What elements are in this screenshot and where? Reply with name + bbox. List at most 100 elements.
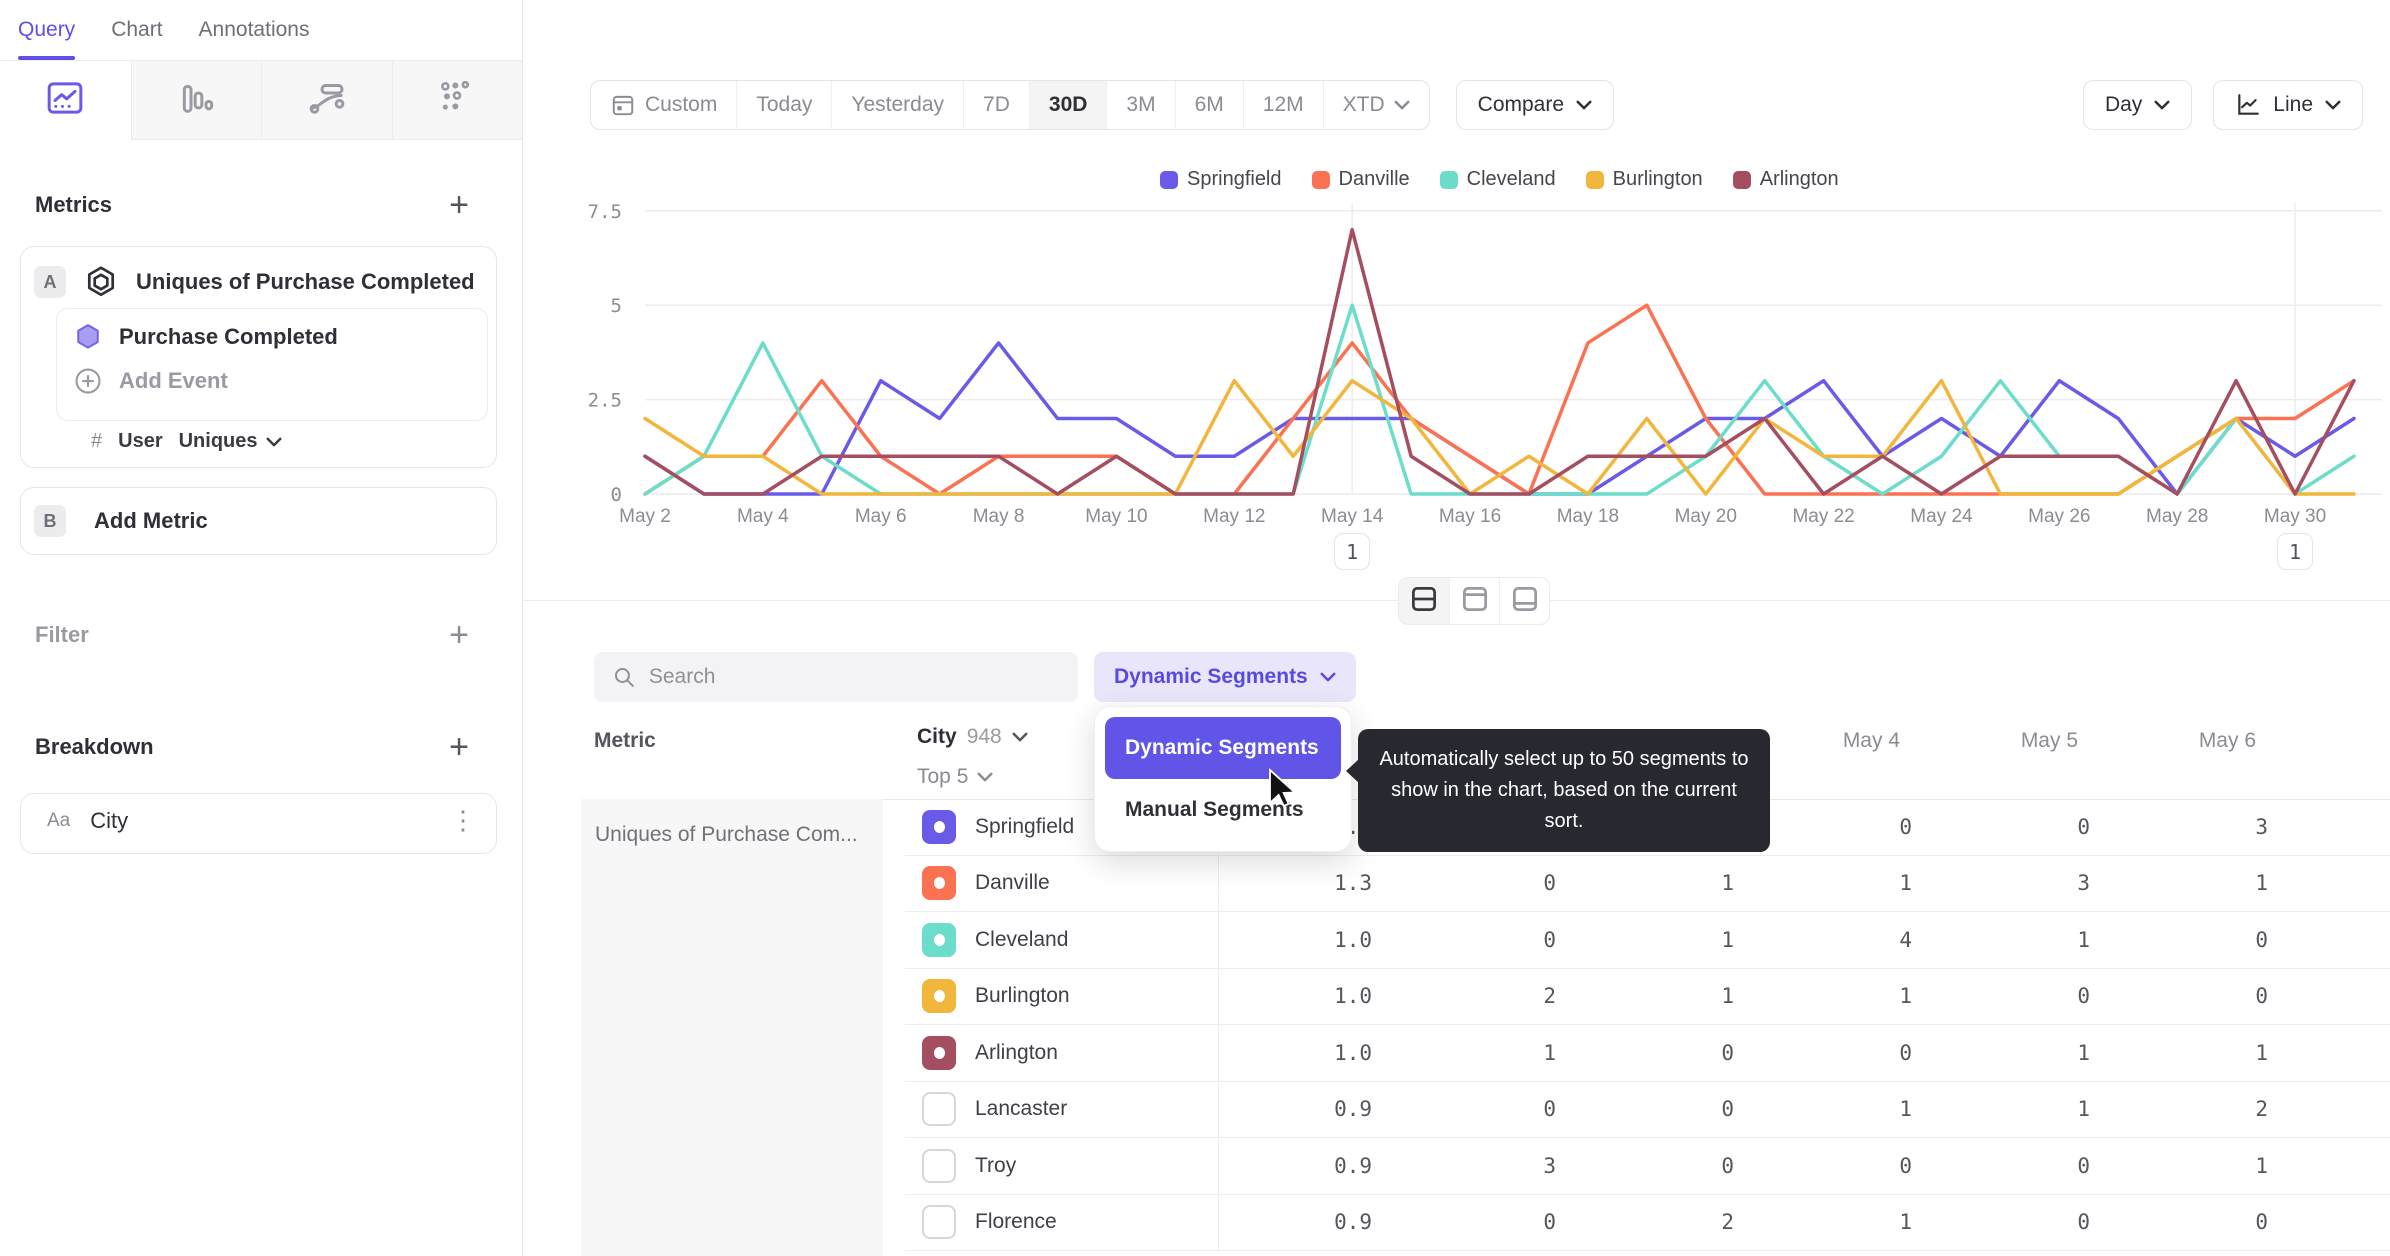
tab-chart[interactable]: Chart [111,18,163,41]
segment-checkbox-checked[interactable] [922,866,956,901]
segment-day-value: 3 [2077,871,2090,896]
segments-table-body: Springfield1.510003Danville1.301131Cleve… [905,799,2390,1251]
segment-day-value: 0 [2255,927,2268,952]
series-line-arlington[interactable] [643,227,2356,496]
measure-agg-dropdown[interactable]: Uniques [179,430,282,453]
segment-city-label: Springfield [975,814,1075,838]
range-12m[interactable]: 12M [1242,81,1323,129]
svg-text:May 16: May 16 [1439,506,1501,527]
segment-search[interactable] [594,652,1078,702]
chevron-down-icon [1576,100,1592,110]
chevron-down-icon [2325,100,2341,110]
tab-annotations[interactable]: Annotations [198,18,310,41]
chart-type-tab-line-chart[interactable] [0,61,131,140]
range-7d[interactable]: 7D [963,81,1029,129]
compare-label: Compare [1477,93,1565,116]
measure-agg-label: Uniques [178,430,258,452]
flow-icon [307,78,347,123]
segment-day-value: 0 [2077,984,2090,1009]
range-xtd[interactable]: XTD [1322,81,1429,129]
segment-avg-value: 1.0 [1218,1025,1390,1081]
add-event-row[interactable]: Add Event [57,353,487,396]
segment-day-value: 0 [1899,1040,1912,1065]
add-filter-plus-button[interactable]: + [449,616,469,654]
segment-mode-dropdown-button[interactable]: Dynamic Segments [1094,652,1356,702]
range-3m[interactable]: 3M [1106,81,1174,129]
segment-city-label: Danville [975,871,1050,895]
range-custom[interactable]: Custom [591,81,736,129]
chart-type-tab-flow[interactable] [261,61,392,140]
metrics-section-header: Metrics + [0,188,522,222]
breakdown-city-card[interactable]: Aa City ⋮ [20,793,497,854]
segment-checkbox-checked[interactable] [922,809,956,844]
segment-day-value: 0 [2255,1210,2268,1235]
segment-checkbox-unchecked[interactable] [922,1092,956,1127]
add-metric-plus-button[interactable]: + [449,186,469,224]
segment-day-value: 0 [1899,814,1912,839]
kebab-menu-icon[interactable]: ⋮ [450,805,476,836]
event-hexagon-icon [77,324,99,349]
annotation-badge[interactable]: 1 [1334,533,1371,570]
metric-a-header[interactable]: A Uniques of Purchase Completed [21,247,496,300]
chart-type-tab-bar-chart[interactable] [130,61,261,140]
legend-item-arlington[interactable]: Arlington [1732,168,1839,191]
date-column-header: May 4 [1842,729,1900,752]
svg-text:May 14: May 14 [1321,506,1384,527]
legend-swatch [1439,170,1458,189]
bar-chart-icon [176,78,216,123]
top-n-label: Top 5 [917,765,969,788]
segment-checkbox-checked[interactable] [922,979,956,1014]
range-30d[interactable]: 30D [1028,81,1107,129]
segment-checkbox-checked[interactable] [922,922,956,957]
view-toggle-panel-top[interactable] [1449,578,1499,624]
menu-item-dynamic-segments[interactable]: Dynamic Segments [1105,717,1341,779]
add-breakdown-plus-button[interactable]: + [449,728,469,766]
segment-city-label: Burlington [975,984,1070,1008]
view-toggle-split-horizontal[interactable] [1399,578,1449,624]
granularity-button[interactable]: Day [2082,80,2193,130]
segment-checkbox-checked[interactable] [922,1035,956,1070]
measure-row[interactable]: # User Uniques [91,430,282,453]
metric-a-card: A Uniques of Purchase Completed Purchase… [20,246,497,468]
range-6m[interactable]: 6M [1174,81,1243,129]
svg-text:May 2: May 2 [619,506,671,527]
compare-button[interactable]: Compare [1455,80,1615,130]
range-label: Today [756,93,813,116]
tab-query[interactable]: Query [18,0,76,60]
legend-item-cleveland[interactable]: Cleveland [1439,168,1556,191]
series-line-burlington[interactable] [643,378,2356,496]
line-chart-canvas[interactable]: 0 2.5 5 7.5 May 2 May 4 May 6 May 8 May 10 May 12… [0,0,2390,580]
granularity-label: Day [2104,93,2143,116]
property-type-icon: Aa [47,810,71,831]
top-n-dropdown[interactable]: Top 5 [917,765,993,789]
svg-text:May 28: May 28 [2146,506,2208,527]
range-yesterday[interactable]: Yesterday [831,81,963,129]
search-icon [614,668,634,687]
range-label: 12M [1262,93,1304,116]
city-count: 948 [966,725,1002,748]
range-label: XTD [1342,93,1385,116]
search-input[interactable] [648,665,1060,689]
city-column-header[interactable]: City 948 [917,725,1028,749]
segment-checkbox-unchecked[interactable] [922,1148,956,1183]
legend-item-danville[interactable]: Danville [1311,168,1410,191]
date-column-header: May 5 [2020,729,2078,752]
menu-item-manual-segments[interactable]: Manual Segments [1125,798,1304,821]
table-row-arlington: Arlington 1.0 1 0 0 1 1 [905,1025,2390,1082]
chevron-down-icon [977,772,993,782]
chart-type-button[interactable]: Line [2213,80,2363,130]
segment-checkbox-unchecked[interactable] [922,1205,956,1240]
chart-type-tab-scatter[interactable] [391,61,522,140]
metric-b-card[interactable]: B Add Metric [20,487,497,555]
legend-label: Danville [1338,168,1410,190]
metric-a-title: Uniques of Purchase Completed [136,269,475,294]
annotation-badge[interactable]: 1 [2277,533,2314,570]
legend-item-springfield[interactable]: Springfield [1160,168,1282,191]
event-row[interactable]: Purchase Completed [57,309,487,353]
range-today[interactable]: Today [736,81,831,129]
view-toggle-panel-bottom[interactable] [1499,578,1549,624]
segment-city-label: Troy [975,1153,1017,1177]
chevron-down-icon [2154,100,2170,110]
table-row-cleveland: Cleveland 1.0 0 1 4 1 0 [905,912,2390,969]
legend-item-burlington[interactable]: Burlington [1585,168,1703,191]
